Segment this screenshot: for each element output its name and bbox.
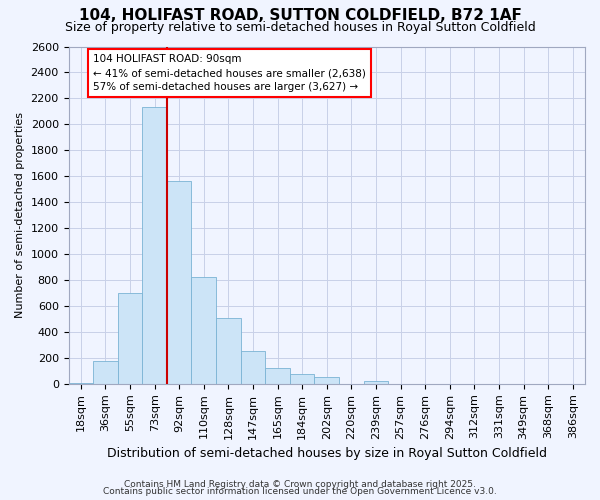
Bar (364, 381, 388, 384)
Text: 104 HOLIFAST ROAD: 90sqm
← 41% of semi-detached houses are smaller (2,638)
57% o: 104 HOLIFAST ROAD: 90sqm ← 41% of semi-d… (93, 54, 366, 92)
Bar (118, 293, 142, 384)
Bar (241, 350, 265, 384)
Bar (167, 182, 191, 384)
Text: Size of property relative to semi-detached houses in Royal Sutton Coldfield: Size of property relative to semi-detach… (65, 21, 535, 34)
Text: Contains public sector information licensed under the Open Government Licence v3: Contains public sector information licen… (103, 487, 497, 496)
Bar (265, 368, 290, 384)
Bar (68, 382, 93, 384)
Text: Contains HM Land Registry data © Crown copyright and database right 2025.: Contains HM Land Registry data © Crown c… (124, 480, 476, 489)
Bar (216, 318, 241, 384)
Bar (290, 374, 314, 384)
Bar (93, 361, 118, 384)
Y-axis label: Number of semi-detached properties: Number of semi-detached properties (15, 112, 25, 318)
Bar (191, 278, 216, 384)
X-axis label: Distribution of semi-detached houses by size in Royal Sutton Coldfield: Distribution of semi-detached houses by … (107, 447, 547, 460)
Bar (314, 378, 339, 384)
Text: 104, HOLIFAST ROAD, SUTTON COLDFIELD, B72 1AF: 104, HOLIFAST ROAD, SUTTON COLDFIELD, B7… (79, 8, 521, 22)
Bar (142, 108, 167, 384)
